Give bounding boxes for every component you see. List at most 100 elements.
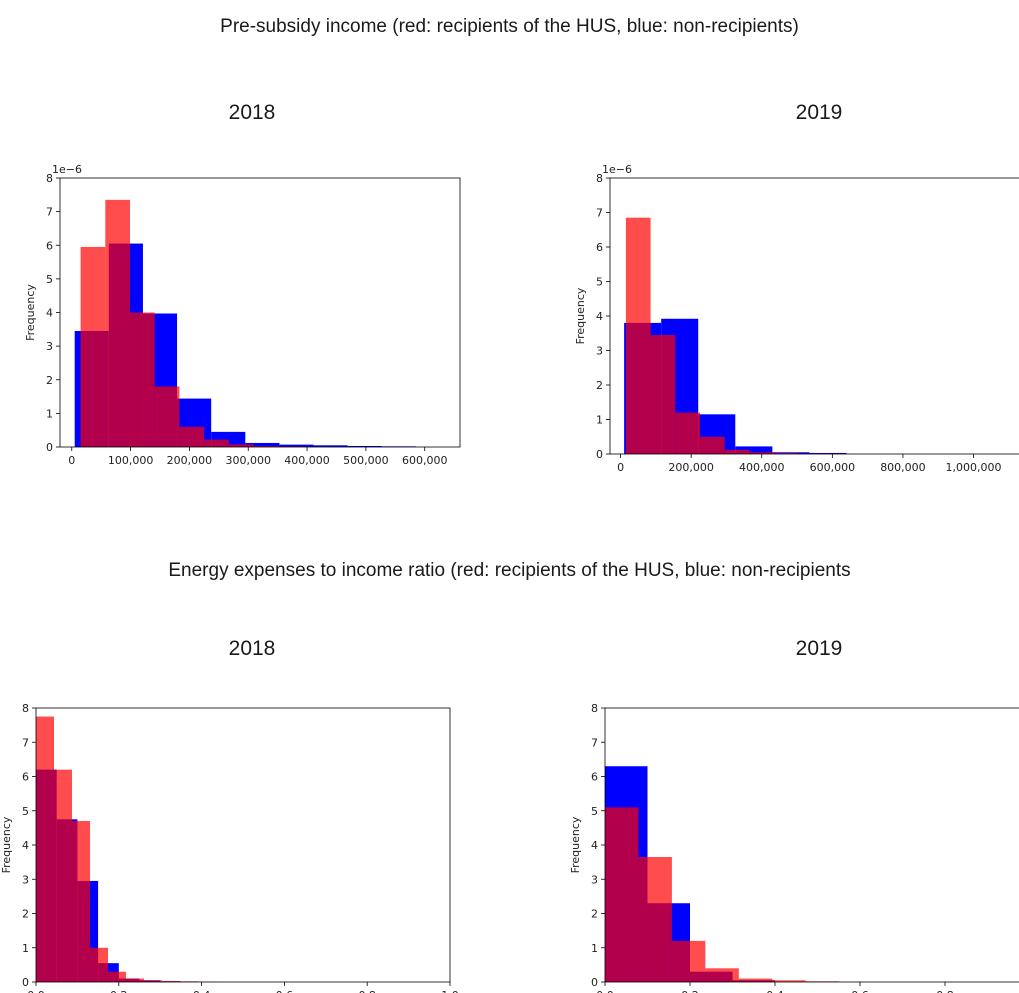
x-tick-label: 0.6 [276,989,294,993]
histogram-bar [105,199,130,447]
y-tick-label: 7 [596,207,603,220]
x-tick-label: 100,000 [108,454,154,467]
histogram-bar [724,449,750,454]
histogram-bar [749,452,775,454]
histogram-bar [204,439,229,447]
series-recipients [80,199,328,447]
x-tick-label: 400,000 [284,454,330,467]
chart-title-income-2018: 2018 [228,101,276,124]
histogram-bar [313,445,348,447]
y-tick-label: 7 [46,206,53,219]
histogram-bar [90,947,109,982]
histogram-bar [162,980,181,982]
y-tick-label: 5 [46,273,53,286]
y-tick-label: 1 [591,942,598,955]
y-tick-label: 2 [591,908,598,921]
x-tick-label: 0.4 [766,989,784,993]
y-tick-label: 2 [22,908,29,921]
histogram-bar [774,452,799,454]
y-axis-label: Frequency [569,816,582,873]
y-tick-label: 6 [596,241,603,254]
histogram-bar [54,769,73,982]
y-tick-label: 0 [46,441,53,454]
histogram-bar [72,821,91,982]
y-tick-label: 3 [596,345,603,358]
y-tick-label: 1 [596,414,603,427]
x-tick-label: 0.8 [936,989,954,993]
histogram-bar [253,445,279,447]
chart-title-income-2019: 2019 [795,101,843,124]
income-2018-histogram: 0 1 2 3 4 5 6 7 8 0 100,000 200,000 300,000 400,000 50… [24,163,461,467]
y-tick-label: 1 [46,407,53,420]
x-tick-label: 0 [68,454,75,467]
histogram-bar [705,968,739,982]
x-tick-label: 200,000 [668,461,714,474]
y-tick-label: 5 [596,276,603,289]
y-tick-label: 2 [46,374,53,387]
x-tick-label: 0.0 [596,989,614,993]
x-tick-label: 0.0 [27,989,45,993]
y-tick-label: 6 [22,771,29,784]
histogram-bar [675,412,700,454]
histogram-bar [245,442,280,447]
histogram-bar [605,807,639,982]
x-tick-label: 0.2 [110,989,128,993]
y-tick-label: 4 [22,839,29,852]
histogram-bar [108,971,127,982]
histogram-bar [144,980,163,982]
histogram-bar [347,445,382,447]
energy-2018-histogram: 0 1 2 3 4 5 6 7 8 0.0 0.2 0.4 0.6 0.8 1.0 Frequency [0,702,459,993]
plot-area [605,766,840,982]
y-offset-label: 1e−6 [52,163,82,176]
series-recipients [36,716,217,982]
series-recipients [625,217,849,454]
y-tick-label: 8 [591,702,598,715]
histogram-bar [228,444,254,447]
y-axis-label: Frequency [24,284,37,341]
x-tick-label: 0.8 [358,989,376,993]
x-tick-label: 0 [617,461,624,474]
income-section-title: Pre-subsidy income (red: recipients of t… [220,16,799,37]
x-tick-label: 200,000 [167,454,213,467]
histogram-bar [772,980,806,982]
histogram-bar [130,312,155,447]
plot-area [74,199,416,447]
chart-title-energy-2018: 2018 [228,637,276,660]
y-tick-label: 3 [591,873,598,886]
y-tick-label: 8 [46,172,53,185]
histogram-bar [671,940,706,982]
y-tick-label: 6 [591,771,598,784]
histogram-bar [735,446,773,454]
y-tick-label: 6 [46,239,53,252]
x-tick-label: 300,000 [225,454,271,467]
y-offset-label: 1e−6 [602,163,632,176]
x-tick-label: 600,000 [810,461,856,474]
y-tick-label: 3 [22,873,29,886]
y-tick-label: 7 [22,736,29,749]
histogram-bar [650,334,676,454]
y-tick-label: 0 [596,448,603,461]
x-tick-label: 400,000 [739,461,785,474]
y-tick-label: 8 [596,172,603,185]
plot-area [36,716,217,982]
y-tick-label: 3 [46,340,53,353]
energy-section-title: Energy expenses to income ratio (red: re… [168,560,851,581]
histogram-bar [179,426,205,447]
x-tick-label: 0.2 [681,989,699,993]
histogram-bar [126,978,145,982]
y-tick-label: 2 [596,379,603,392]
y-tick-label: 4 [591,839,598,852]
y-axis-label: Frequency [574,287,587,344]
y-tick-label: 4 [46,307,53,320]
histogram-bar [279,444,314,447]
y-tick-label: 0 [22,976,29,989]
y-tick-label: 0 [591,976,598,989]
x-tick-label: 800,000 [880,461,926,474]
histogram-bar [638,856,672,982]
plot-area [624,217,849,454]
histogram-bar [625,217,651,454]
histogram-bar [80,246,106,447]
histogram-bar [738,978,773,982]
histogram-bar [809,452,847,454]
